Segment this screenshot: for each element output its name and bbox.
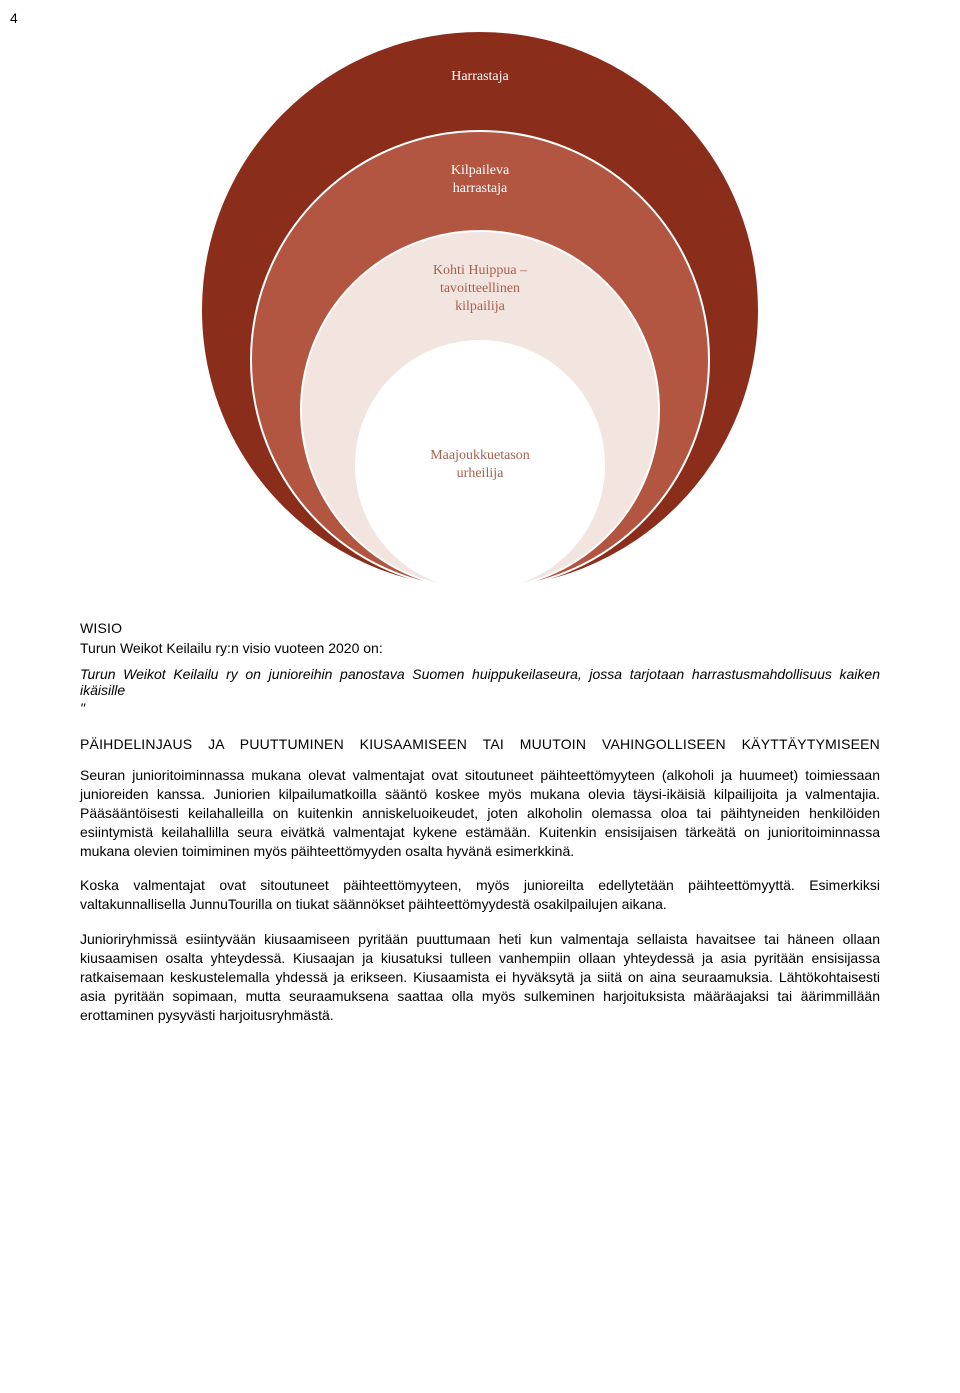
paragraph-2: Koska valmentajat ovat sitoutuneet päiht… — [80, 876, 880, 914]
circle-label-2: Kilpailevaharrastaja — [252, 162, 708, 198]
paragraph-1: Seuran junioritoiminnassa mukana olevat … — [80, 766, 880, 860]
wisio-intro: Turun Weikot Keilailu ry:n visio vuoteen… — [80, 640, 880, 656]
page-number: 4 — [10, 10, 18, 26]
quote-close: " — [80, 700, 880, 716]
wisio-heading: WISIO — [80, 620, 880, 636]
circle-label-4: Maajoukkuetasonurheilija — [357, 447, 603, 483]
nested-circles-diagram: Harrastaja Kilpailevaharrastaja Kohti Hu… — [180, 30, 780, 590]
circle-label-1: Harrastaja — [202, 68, 758, 86]
page-content: Harrastaja Kilpailevaharrastaja Kohti Hu… — [0, 0, 960, 1081]
wisio-quote: Turun Weikot Keilailu ry on junioreihin … — [80, 666, 880, 698]
circle-maajoukkuetason: Maajoukkuetasonurheilija — [355, 340, 605, 590]
section-heading: PÄIHDELINJAUS JA PUUTTUMINEN KIUSAAMISEE… — [80, 736, 880, 752]
paragraph-3: Junioriryhmissä esiintyvään kiusaamiseen… — [80, 930, 880, 1024]
circle-label-3: Kohti Huippua –tavoitteellinenkilpailija — [302, 262, 658, 317]
